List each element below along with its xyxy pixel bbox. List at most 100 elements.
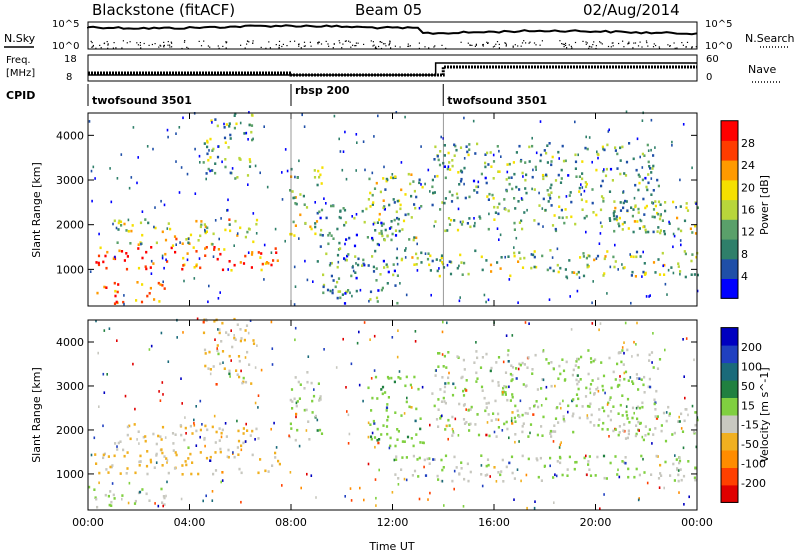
echo-cell (625, 200, 628, 203)
echo-cell (621, 222, 624, 226)
echo-cell (481, 356, 484, 359)
echo-cell (544, 208, 547, 212)
noise-cell (284, 239, 286, 243)
noise-cell (403, 477, 406, 481)
echo-cell (291, 190, 294, 193)
echo-cell (607, 401, 610, 405)
echo-cell (692, 430, 696, 434)
noise-cell (111, 482, 114, 485)
echo-cell (214, 441, 217, 444)
noise-cell (607, 130, 610, 133)
echo-cell (227, 333, 230, 337)
echo-cell (267, 262, 270, 265)
noise-cell (221, 160, 223, 164)
echo-cell (496, 261, 499, 264)
echo-cell (362, 262, 365, 266)
echo-cell (394, 284, 397, 287)
echo-cell (212, 147, 215, 151)
echo-cell (299, 383, 302, 386)
noise-cell (150, 259, 153, 263)
echo-cell (614, 260, 617, 263)
echo-cell (244, 235, 247, 239)
noise-cell (201, 423, 203, 426)
echo-cell (481, 268, 484, 272)
nsearch-point (225, 41, 227, 43)
echo-cell (353, 216, 356, 220)
echo-cell (509, 399, 512, 402)
echo-cell (117, 283, 120, 286)
nsearch-point (158, 46, 160, 48)
echo-cell (690, 259, 693, 263)
echo-cell (605, 167, 608, 171)
echo-cell (303, 203, 306, 206)
noise-cell (406, 396, 408, 400)
nsearch-point (588, 47, 590, 49)
nsearch-point (328, 45, 330, 47)
noise-cell (434, 175, 436, 178)
nsearch-point (612, 45, 614, 47)
nsearch-point (167, 44, 169, 46)
nsearch-point (317, 43, 319, 45)
echo-cell (223, 126, 226, 129)
echo-cell (460, 223, 464, 226)
echo-cell (658, 217, 662, 221)
noise-cell (454, 386, 457, 389)
noise-cell (599, 507, 601, 510)
nsearch-point (355, 42, 357, 44)
echo-cell (525, 173, 528, 177)
nsearch-point (389, 41, 391, 43)
noise-cell (288, 434, 290, 438)
echo-cell (510, 364, 513, 367)
echo-cell (255, 427, 258, 431)
nsearch-point (352, 44, 354, 46)
echo-cell (613, 200, 616, 203)
echo-cell (110, 504, 113, 507)
noise-cell (158, 390, 160, 393)
echo-cell (320, 228, 323, 232)
echo-cell (314, 225, 317, 229)
echo-cell (470, 405, 473, 409)
echo-cell (476, 377, 479, 380)
echo-cell (190, 472, 193, 476)
echo-cell (550, 183, 553, 187)
noise-cell (508, 385, 510, 389)
x-axis-label: Time UT (368, 540, 414, 553)
nsearch-point (585, 43, 587, 45)
noise-cell (675, 206, 677, 209)
echo-cell (204, 352, 207, 355)
noise-cell (678, 491, 680, 494)
noise-cell (496, 227, 499, 230)
echo-cell (579, 256, 582, 259)
echo-cell (479, 217, 482, 220)
noise-cell (673, 234, 676, 238)
noise-cell (683, 375, 685, 378)
echo-cell (417, 475, 420, 478)
echo-cell (182, 256, 185, 260)
echo-cell (554, 227, 557, 231)
noise-cell (648, 295, 650, 298)
echo-cell (203, 142, 206, 145)
nsearch-point (170, 41, 172, 43)
nsearch-point (139, 44, 141, 46)
echo-cell (218, 328, 221, 331)
echo-cell (459, 253, 462, 257)
noise-cell (214, 219, 217, 222)
echo-cell (638, 406, 641, 410)
noise-cell (226, 209, 228, 212)
noise-cell (429, 491, 431, 495)
noise-cell (532, 168, 534, 172)
echo-cell (617, 433, 620, 437)
echo-cell (450, 218, 453, 222)
echo-cell (485, 402, 488, 405)
noise-cell (599, 322, 602, 325)
nsearch-point (495, 43, 497, 45)
noise-cell (556, 247, 559, 251)
nsearch-point (209, 46, 211, 48)
echo-cell (184, 426, 187, 430)
echo-cell (228, 372, 231, 376)
echo-cell (366, 236, 369, 239)
noise-cell (554, 473, 556, 476)
noise-cell (391, 491, 394, 494)
echo-cell (217, 352, 220, 356)
